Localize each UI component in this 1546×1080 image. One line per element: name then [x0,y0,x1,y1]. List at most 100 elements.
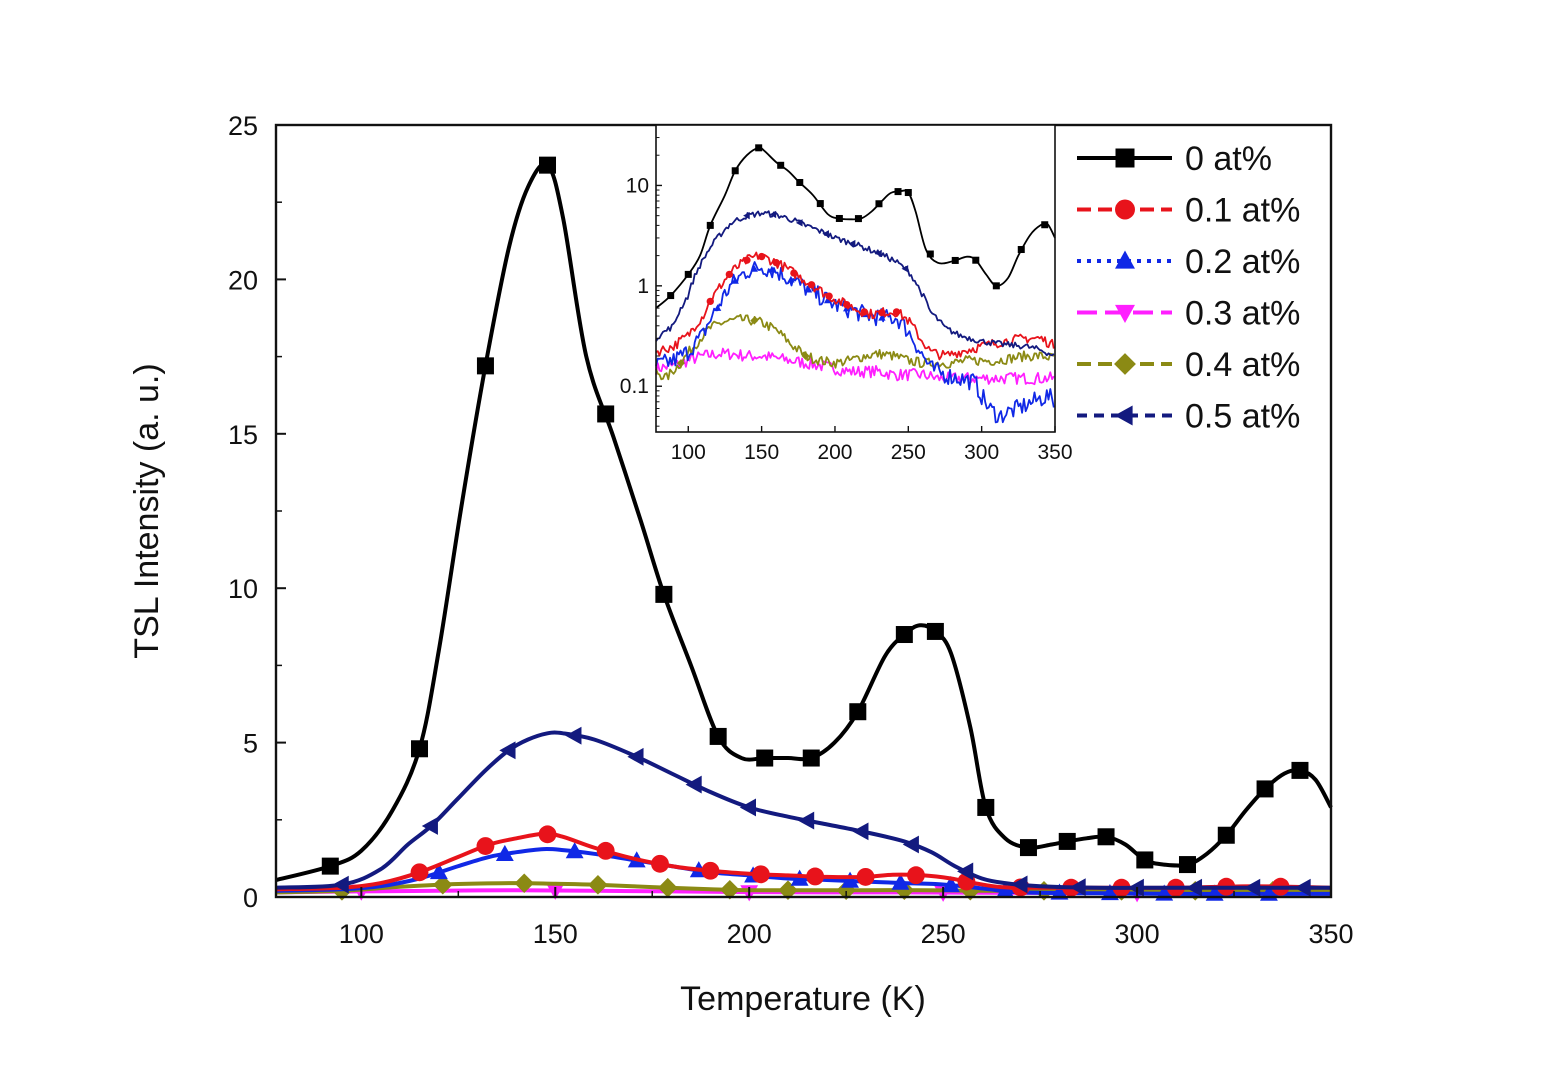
main-data-point [1291,761,1309,779]
inset-background [656,125,1055,432]
main-data-point [514,873,535,894]
main-data-point [756,749,774,767]
inset-data-point [816,200,824,208]
inset-series-line [655,313,1055,381]
inset-data-point [992,282,1000,290]
main-data-point [1097,828,1115,846]
main-data-point [433,874,453,895]
main-data-point [1178,856,1196,874]
main-data-point [1136,851,1154,869]
inset-series-line [655,347,1055,386]
inset-data-point [1041,221,1049,229]
inset-x-tick-label: 150 [744,441,779,464]
main-data-point [410,863,429,882]
main-data-point [1244,878,1261,897]
legend-marker [1115,304,1135,323]
main-data-point [701,861,720,880]
inset-series-group [655,251,1055,361]
main-data-point [895,626,913,644]
main-data-point [476,357,494,375]
main-data-point [1050,883,1069,900]
main-series-layer [275,156,1333,903]
legend-marker [1114,353,1136,375]
inset-data-point [825,292,833,300]
inset-data-point [823,296,832,304]
inset-data-point [768,265,776,273]
y-tick-label: 0 [243,883,258,913]
inset-data-point [667,292,675,300]
legend-marker [1115,250,1135,269]
inset-data-point [790,269,798,277]
inset-series-group [655,210,1055,357]
inset-data-point [676,359,685,368]
main-data-point [597,405,615,423]
main-data-point [685,775,702,794]
main-plot: 100 150 200 250 300 350 0 5 10 15 20 25 Temperature… [128,111,1354,1018]
y-tick-label: 25 [228,111,258,141]
legend-marker [1115,148,1135,168]
inset-data-point [750,316,759,325]
main-data-point [996,881,1015,898]
inset-data-point [894,188,902,196]
main-data-point [411,740,429,758]
inset-data-point [731,277,739,284]
inset-data-point [875,200,883,208]
main-data-point [596,841,615,860]
main-data-point [841,871,859,888]
inset-data-point [807,281,816,289]
main-data-point [1069,878,1086,897]
main-data-point [806,867,825,886]
inset-x-tick-label: 300 [964,441,999,464]
legend-label: 0.3 at% [1185,295,1300,333]
legend-marker [1115,199,1135,220]
main-data-point [957,862,974,881]
legend-item: 0.3 at% [1077,295,1300,333]
main-data-point [538,825,557,844]
inset-data-point [854,215,862,223]
inset-data-point [757,252,766,261]
inset-data-point [822,230,829,238]
inset-data-point [706,221,714,229]
main-data-point [1256,780,1274,798]
inset-data-point [706,297,714,306]
main-data-point [495,844,514,862]
main-data-point [720,879,740,900]
legend-item: 0.5 at% [1077,398,1300,436]
inset-data-point [777,161,785,169]
inset-data-point [769,210,777,219]
main-ticks-layer: 100 150 200 250 300 350 0 5 10 15 20 25 [228,111,1354,949]
main-data-point [739,798,756,817]
inset-data-point [1017,246,1025,254]
main-data-point [1058,832,1076,850]
main-data-point [1185,878,1203,897]
x-tick-label: 300 [1115,919,1160,949]
inset-data-point [731,167,739,175]
y-tick-label: 5 [243,729,258,759]
legend: 0 at% 0.1 at% 0.2 at% 0.3 at% 0.4 at% 0.5 at% [1077,140,1300,436]
main-data-point [332,875,349,894]
inset-data-point [743,256,751,264]
main-data-point [1019,839,1037,857]
inset-data-point [713,304,722,311]
main-data-point [977,798,995,816]
main-data-point [429,862,448,880]
main-data-point [651,854,669,873]
main-series-group [275,726,1331,897]
inset-data-point [901,265,909,273]
inset-ticks-layer: 100 150 200 250 300 350 0.1 1 10 [620,137,1073,464]
x-axis-title: Temperature (K) [680,980,926,1018]
inset-series-line [655,261,1055,424]
inset-data-point [878,313,886,321]
inset-data-point [772,259,780,267]
legend-item: 0.4 at% [1077,346,1300,384]
main-data-point [588,875,608,895]
inset-x-tick-label: 200 [817,441,852,464]
main-data-point [539,156,557,174]
inset-data-point [843,300,851,309]
main-data-point [856,868,875,886]
main-data-point [849,703,867,721]
legend-label: 0.1 at% [1185,192,1300,230]
legend-label: 0 at% [1185,140,1272,178]
main-data-point [1034,881,1054,901]
main-data-point [321,857,339,875]
